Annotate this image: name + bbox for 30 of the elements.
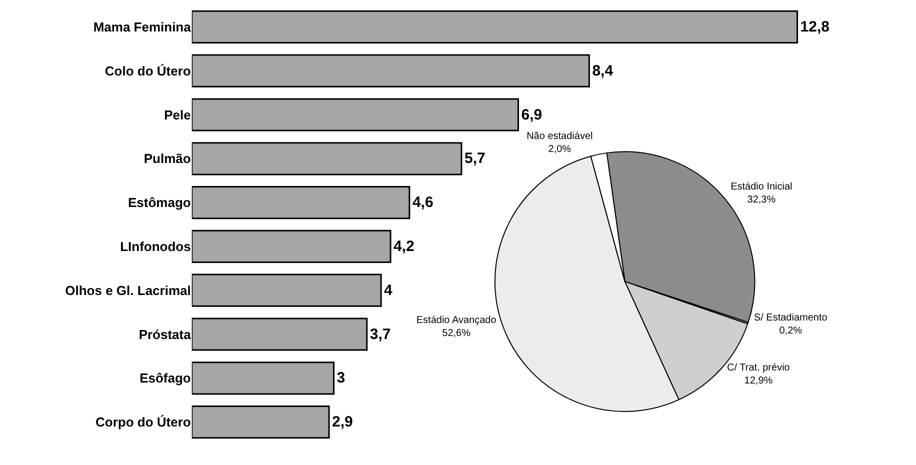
- slice-label: Estádio Inicial: [730, 181, 792, 192]
- y-tick-label: Pulmão: [144, 151, 191, 166]
- data-label: 52,6%: [442, 328, 471, 340]
- data-label: 6,9: [521, 106, 542, 124]
- data-label: 12,9%: [744, 375, 773, 386]
- data-label: 4,2: [394, 238, 414, 255]
- data-label: 0,2%: [779, 325, 802, 336]
- data-label: 2,0%: [548, 144, 572, 155]
- slice-label: C/ Trat. prévio: [727, 362, 790, 374]
- y-tick-label: Colo do Útero: [104, 63, 191, 78]
- data-label: 32,3%: [747, 194, 776, 206]
- data-label: 12,8: [800, 18, 830, 36]
- y-tick-label: Mama Feminina: [93, 20, 192, 34]
- data-label: 3,7: [370, 326, 391, 343]
- y-tick-label: Estômago: [128, 195, 191, 210]
- y-tick-label: LInfonodos: [120, 239, 191, 254]
- y-tick-label: Olhos e Gl. Lacrimal: [65, 282, 191, 298]
- slice-label: S/ Estadiamento: [754, 312, 828, 324]
- slice-label: Estádio Avançado: [416, 315, 497, 326]
- data-label: 4: [384, 282, 394, 299]
- data-label: 4,6: [412, 194, 434, 212]
- data-label: 8,4: [592, 62, 614, 80]
- data-label: 5,7: [464, 150, 486, 168]
- y-tick-label: Pele: [164, 107, 191, 122]
- y-tick-label: Próstata: [138, 326, 192, 342]
- slice-label: Não estadiável: [526, 130, 593, 142]
- data-label: 3: [336, 370, 346, 387]
- y-tick-label: Corpo do Útero: [96, 414, 191, 430]
- data-label: 2,9: [332, 414, 353, 431]
- y-tick-label: Esôfago: [140, 370, 191, 386]
